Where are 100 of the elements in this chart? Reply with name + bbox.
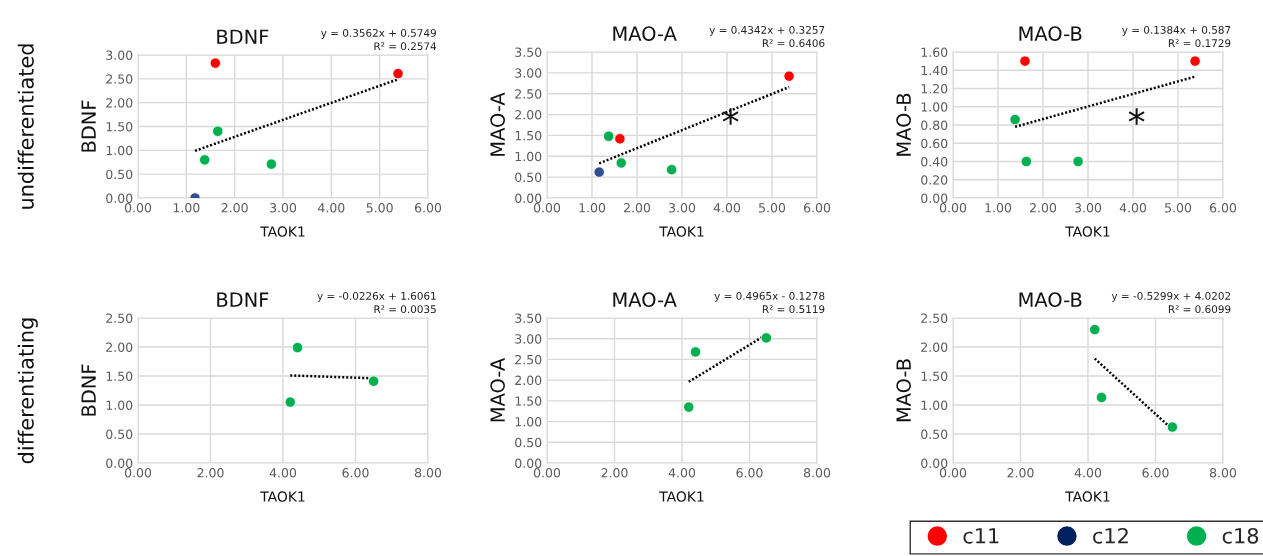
y-tick-label: 3.50: [515, 47, 542, 57]
y-tick-label: 2.50: [921, 313, 948, 323]
y-tick-label: 0.00: [921, 193, 948, 203]
x-tick-label: 3.00: [270, 203, 297, 213]
text: y = 0.4342x + 0.3257 R² = 0.6406: [709, 25, 825, 48]
y-tick-label: 0.40: [921, 156, 948, 167]
y-axis-title: MAO-A: [490, 92, 505, 156]
x-tick-label: 5.00: [366, 203, 393, 213]
x-tick-label: 2.00: [197, 468, 224, 478]
y-tick-label: 2.50: [106, 313, 133, 323]
y-tick-label: 2.00: [106, 342, 133, 352]
y-tick-label: 0.50: [515, 437, 542, 448]
y-tick-label: 0.00: [106, 458, 133, 468]
y-tick-label: 3.00: [106, 50, 133, 60]
x-axis-title: TAOK1: [260, 226, 305, 237]
y-tick-label: 2.50: [106, 74, 133, 84]
x-tick-label: 6.00: [736, 468, 763, 478]
y-tick-label: 1.00: [515, 417, 542, 427]
y-tick-label: 0.50: [515, 172, 542, 183]
text: y = 0.1384x + 0.587 R² = 0.1729: [1122, 25, 1231, 48]
y-tick-label: 0.80: [921, 120, 948, 130]
y-tick-label: 1.00: [515, 151, 542, 162]
x-tick-label: 2.00: [601, 468, 628, 478]
y-tick-label: 0.00: [921, 458, 948, 468]
x-axis-title: TAOK1: [659, 226, 704, 237]
chart-title: MAO-B: [1019, 26, 1082, 41]
y-tick-label: 3.00: [515, 68, 542, 78]
y-tick-label: 2.50: [515, 89, 542, 99]
x-axis-title: TAOK1: [659, 491, 704, 502]
x-tick-label: 6.00: [1142, 468, 1169, 478]
y-axis-title: BDNF: [81, 100, 96, 152]
y-tick-label: 1.50: [106, 371, 133, 381]
text: differentiating: [17, 318, 38, 464]
x-tick-label: 0.00: [124, 203, 152, 213]
x-tick-label: 6.00: [1209, 203, 1237, 213]
y-tick-label: 1.40: [921, 65, 948, 76]
y-tick-label: 0.00: [106, 193, 133, 203]
y-tick-label: 2.00: [515, 375, 542, 386]
y-tick-label: 2.00: [106, 98, 133, 108]
text: undifferentiated: [17, 44, 34, 209]
x-tick-label: 5.00: [1165, 203, 1192, 213]
y-axis-title: MAO-B: [896, 93, 911, 156]
annotation: *: [1128, 108, 1145, 125]
y-tick-label: 0.60: [921, 138, 948, 149]
y-tick-label: 1.50: [921, 371, 948, 381]
y-axis-title: MAO-B: [896, 359, 911, 422]
y-axis-title: BDNF: [81, 364, 96, 416]
y-tick-label: 1.50: [106, 121, 133, 132]
x-tick-label: 4.00: [668, 468, 696, 478]
x-tick-label: 2.00: [1007, 468, 1034, 478]
x-tick-label: 0.00: [939, 203, 967, 213]
y-tick-label: 1.20: [921, 83, 948, 94]
x-tick-label: 4.00: [713, 203, 741, 213]
x-tick-label: 4.00: [1119, 203, 1147, 213]
legend-label: c18: [1222, 527, 1259, 544]
y-tick-label: 3.00: [515, 334, 542, 344]
x-tick-label: 1.00: [173, 203, 200, 213]
y-tick-label: 1.00: [106, 145, 133, 156]
y-tick-label: 3.50: [515, 313, 542, 323]
x-tick-label: 3.00: [1075, 203, 1102, 213]
x-tick-label: 2.00: [221, 203, 248, 213]
x-axis-title: TAOK1: [260, 491, 305, 502]
legend-label: c12: [1093, 527, 1128, 544]
x-tick-label: 2.00: [624, 203, 651, 213]
x-tick-label: 5.00: [759, 203, 786, 213]
y-tick-label: 2.50: [515, 354, 542, 365]
x-tick-label: 0.00: [533, 203, 561, 213]
chart-title: MAO-B: [1019, 292, 1082, 307]
text: y = 0.3562x + 0.5749 R² = 0.2574: [321, 29, 437, 51]
y-axis-title: MAO-A: [490, 357, 505, 422]
x-tick-label: 3.00: [669, 203, 696, 213]
y-tick-label: 2.00: [515, 110, 542, 120]
x-tick-label: 4.00: [1074, 468, 1102, 478]
x-tick-label: 6.00: [414, 203, 442, 213]
y-tick-label: 0.50: [106, 169, 133, 180]
x-tick-label: 6.00: [803, 203, 831, 213]
x-tick-label: 0.00: [533, 468, 561, 478]
y-tick-label: 1.00: [921, 102, 948, 112]
y-tick-label: 0.20: [921, 175, 948, 185]
text: y = 0.4965x - 0.1278 R² = 0.5119: [714, 291, 825, 314]
x-tick-label: 8.00: [803, 468, 831, 478]
y-tick-label: 0.00: [515, 458, 542, 468]
x-tick-label: 1.00: [579, 203, 606, 213]
y-tick-label: 1.00: [921, 400, 948, 410]
chart-title: MAO-A: [613, 292, 677, 307]
x-tick-label: 1.00: [985, 203, 1012, 213]
x-tick-label: 6.00: [342, 468, 369, 478]
x-tick-label: 8.00: [414, 468, 442, 478]
y-tick-label: 0.50: [106, 429, 133, 439]
x-tick-label: 4.00: [318, 203, 345, 213]
chart-title: BDNF: [217, 292, 269, 307]
text: y = -0.5299x + 4.0202 R² = 0.6099: [1111, 291, 1231, 314]
y-tick-label: 1.50: [515, 396, 542, 406]
annotation: *: [722, 108, 739, 125]
x-axis-title: TAOK1: [1065, 226, 1110, 237]
y-tick-label: 1.60: [921, 47, 948, 57]
x-tick-label: 0.00: [124, 468, 152, 478]
x-tick-label: 4.00: [269, 468, 297, 478]
chart-title: MAO-A: [613, 26, 677, 41]
x-axis-title: TAOK1: [1065, 491, 1110, 502]
